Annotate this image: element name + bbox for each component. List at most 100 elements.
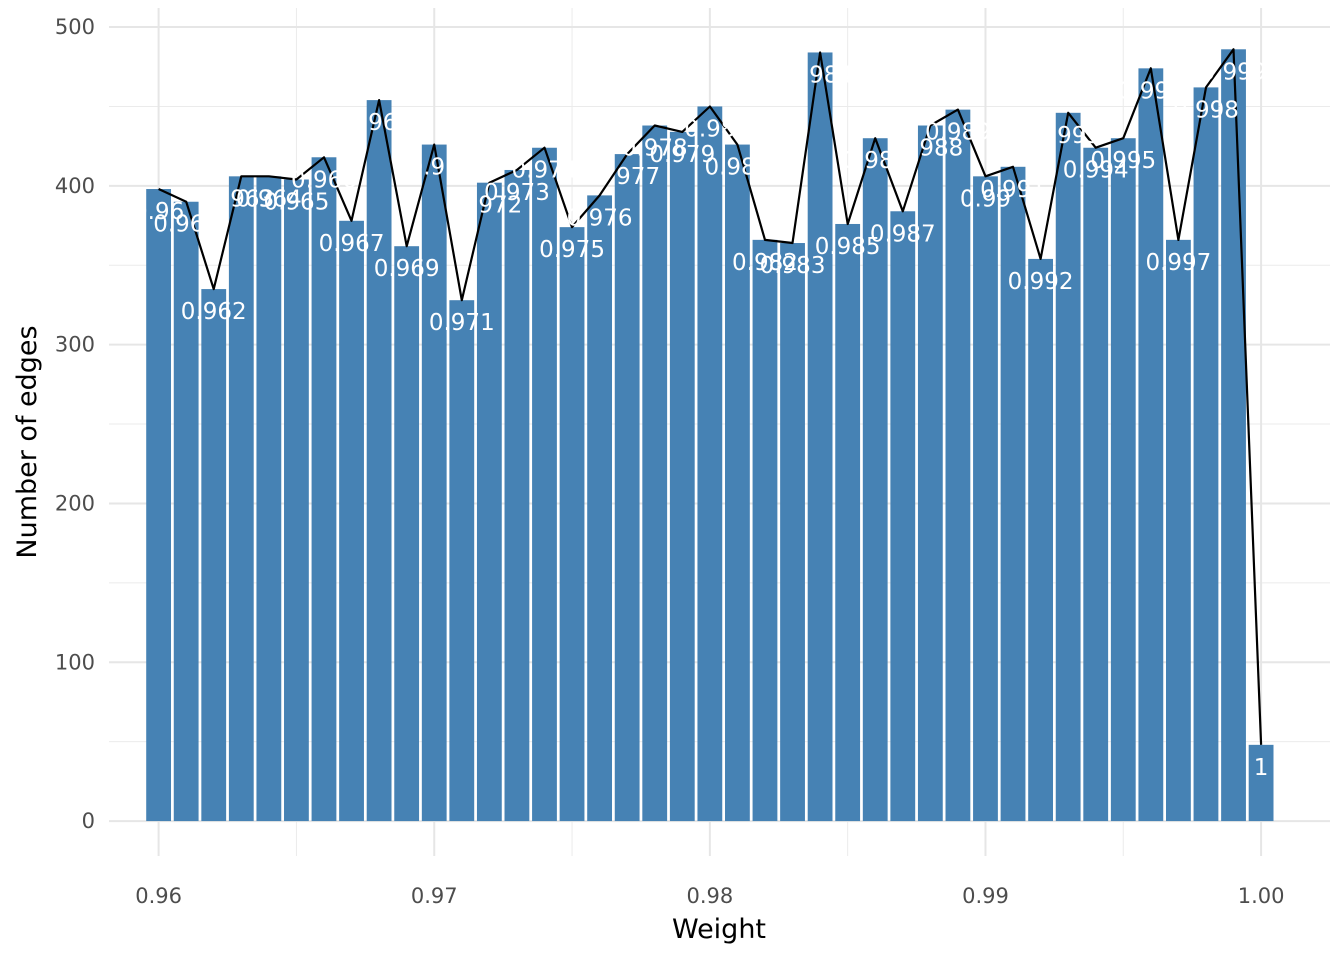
bar-value-label: 0.985 — [815, 234, 881, 260]
bar — [228, 176, 254, 822]
bar-label-layer: 0.960.9610.9620.9630.9640.9650.9660.9670… — [133, 59, 1268, 781]
bar — [614, 154, 640, 822]
bar-value-label: 0.98 — [684, 116, 735, 142]
bar — [669, 131, 695, 822]
bar-value-label: 0.967 — [319, 231, 385, 257]
bar — [339, 220, 364, 822]
bar-value-label: 0.998 — [1173, 97, 1239, 123]
x-axis-title: Weight — [672, 914, 766, 945]
bar — [559, 227, 585, 822]
bar-value-label: 0.991 — [980, 177, 1046, 203]
bar — [780, 243, 805, 822]
bar — [1138, 68, 1164, 822]
bar — [1083, 147, 1109, 822]
bar-value-label: 0.982 — [732, 250, 798, 276]
bar — [587, 195, 613, 822]
y-tick-label: 300 — [55, 333, 95, 357]
y-tick-label: 0 — [82, 809, 95, 833]
bar — [394, 246, 420, 822]
bar — [1055, 112, 1081, 822]
bar-value-label: 0.978 — [622, 136, 688, 162]
bar — [973, 176, 998, 822]
bar-value-label: 0.997 — [1145, 250, 1211, 276]
bar-value-label: 0.963 — [208, 186, 274, 212]
bar — [725, 144, 750, 822]
x-tick-label: 1.00 — [1238, 884, 1285, 908]
bar-value-label: 0.962 — [181, 299, 247, 325]
bar — [642, 125, 668, 822]
bar-value-label: 0.971 — [429, 310, 495, 336]
x-tick-label: 0.99 — [962, 884, 1009, 908]
bar — [1110, 138, 1136, 822]
x-tick-label: 0.98 — [686, 884, 733, 908]
bar-value-label: 0.975 — [539, 237, 605, 263]
bar-value-label: 0.983 — [760, 253, 826, 279]
bar-value-label: 0.977 — [594, 164, 660, 190]
bar-value-label: 0.974 — [512, 158, 578, 184]
bar — [1000, 166, 1026, 822]
bar-layer — [146, 49, 1274, 822]
bar — [421, 144, 447, 822]
bar-value-label: 0.992 — [1008, 269, 1074, 295]
bar-value-label: 0.99 — [960, 186, 1011, 212]
bar — [835, 223, 861, 822]
bar — [201, 289, 227, 822]
bar — [697, 106, 723, 822]
bar — [752, 239, 778, 822]
bar — [807, 52, 833, 822]
bar-value-label: 0.969 — [374, 256, 440, 282]
bar — [504, 169, 530, 822]
y-tick-label: 100 — [55, 650, 95, 674]
y-tick-label: 500 — [55, 15, 95, 39]
bar — [890, 211, 916, 822]
bar-value-label: 0.981 — [704, 155, 770, 181]
bar-value-label: 0.97 — [409, 155, 460, 181]
bar — [173, 201, 199, 822]
bar-value-label: 0.989 — [925, 120, 991, 146]
bar — [532, 147, 557, 822]
trend-line — [158, 48, 1263, 745]
bar — [1166, 239, 1191, 822]
bar — [917, 125, 943, 822]
bar-value-label: 0.996 — [1118, 78, 1184, 104]
bar-value-label: 1 — [1254, 755, 1269, 781]
y-tick-label: 400 — [55, 174, 95, 198]
y-tick-label: 200 — [55, 491, 95, 515]
bar — [1221, 49, 1246, 822]
bar — [1193, 87, 1219, 822]
x-tick-label: 0.96 — [135, 884, 182, 908]
bar-value-label: 0.965 — [263, 190, 329, 216]
line-layer — [158, 48, 1263, 745]
bar — [366, 100, 392, 822]
bar — [476, 182, 502, 822]
bar-value-label: 0.995 — [1090, 148, 1156, 174]
bar — [945, 109, 971, 822]
x-tick-label: 0.97 — [411, 884, 458, 908]
bar-value-label: 0.961 — [153, 212, 219, 238]
bar-value-label: 0.96 — [133, 199, 184, 225]
bar-value-label: 0.973 — [484, 180, 550, 206]
bar-value-label: 0.984 — [787, 62, 853, 88]
bar-value-label: 0.999 — [1201, 59, 1267, 85]
bar — [311, 157, 337, 822]
bar — [256, 176, 282, 822]
bar-value-label: 0.994 — [1063, 158, 1129, 184]
bar — [284, 179, 309, 822]
bar — [1248, 744, 1274, 822]
bar-value-label: 0.966 — [291, 167, 357, 193]
bar-value-label: 0.979 — [649, 142, 715, 168]
bar-value-label: 0.964 — [236, 186, 302, 212]
bar — [449, 300, 475, 822]
bar-value-label: 0.987 — [870, 221, 936, 247]
bar — [862, 138, 888, 822]
bar-value-label: 0.968 — [346, 110, 412, 136]
bar-value-label: 0.993 — [1035, 123, 1101, 149]
y-axis-title: Number of edges — [12, 325, 43, 558]
bar-value-label: 0.988 — [897, 136, 963, 162]
bar-value-label: 0.972 — [456, 193, 522, 219]
axis-layer: 0 100 200 300 400 500 0.96 0.97 0.98 0.99 1.00 — [55, 15, 1285, 908]
bar-value-label: 0.986 — [842, 148, 908, 174]
bar-value-label: 0.976 — [567, 205, 633, 231]
